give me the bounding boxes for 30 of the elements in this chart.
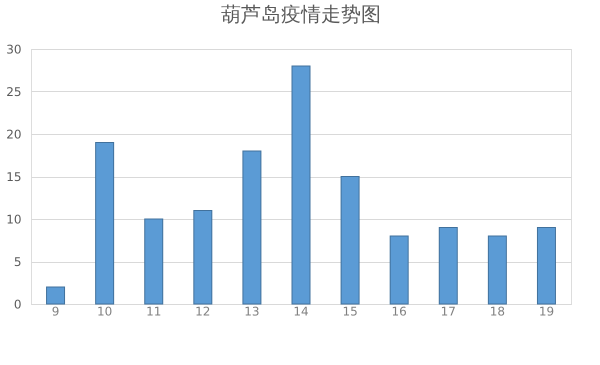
bar <box>390 236 409 304</box>
x-tick-label: 15 <box>342 304 358 318</box>
y-tick-label: 5 <box>14 255 22 269</box>
bar <box>340 176 360 304</box>
x-tick-label: 12 <box>195 304 210 318</box>
bar <box>144 218 164 304</box>
bar <box>536 227 556 304</box>
bar <box>292 66 310 304</box>
x-tick-label: 19 <box>538 304 554 318</box>
y-tick-label: 25 <box>6 85 22 99</box>
bar <box>438 227 458 304</box>
y-tick-label: 20 <box>6 128 22 142</box>
x-tick-label: 17 <box>440 304 456 318</box>
x-tick-label: 11 <box>146 304 162 318</box>
x-tick-label: 13 <box>244 304 260 318</box>
x-tick-label: 14 <box>293 304 309 318</box>
bar <box>95 142 114 304</box>
x-tick-label: 9 <box>52 304 60 318</box>
y-tick-label: 10 <box>6 212 22 226</box>
bar <box>193 210 212 304</box>
x-tick-label: 16 <box>392 304 407 318</box>
x-tick-label: 10 <box>96 304 112 318</box>
bar <box>242 150 262 304</box>
y-tick-label: 15 <box>6 170 22 184</box>
x-tick-label: 18 <box>490 304 506 318</box>
chart-title: 葫芦岛疫情走势图 <box>221 2 381 26</box>
bar <box>488 236 507 304</box>
y-tick-label: 0 <box>14 298 22 312</box>
y-tick-label: 30 <box>6 42 22 56</box>
bar <box>46 286 66 304</box>
